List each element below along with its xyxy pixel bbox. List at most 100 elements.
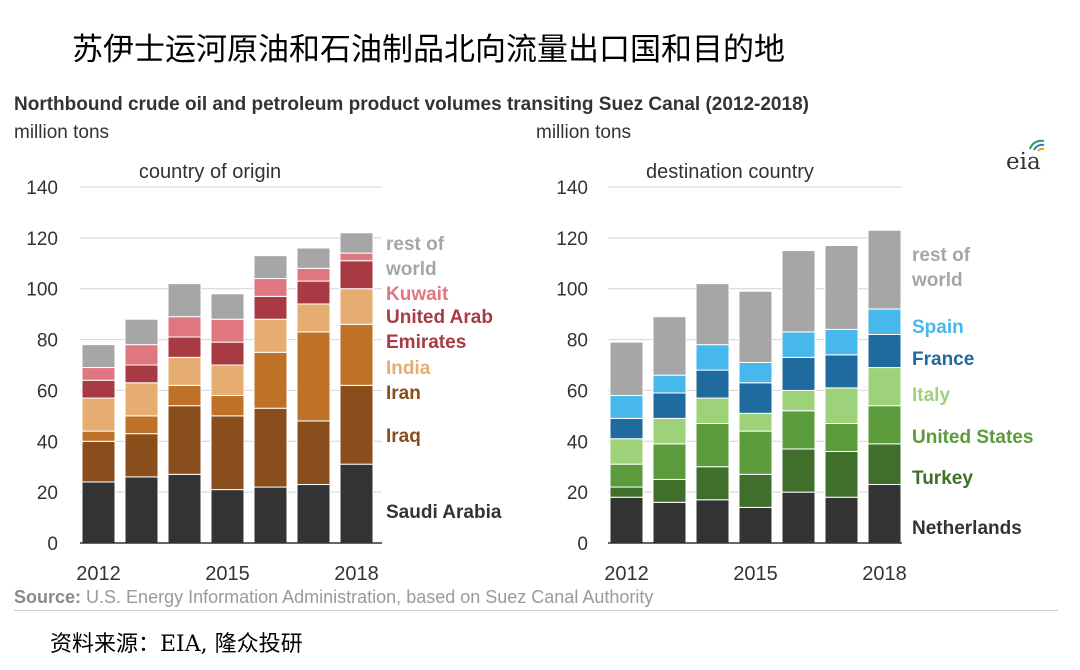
y-tick-label: 20 (37, 483, 58, 504)
x-tick-label: 2018 (334, 563, 379, 585)
source-text: U.S. Energy Information Administration, … (86, 587, 654, 607)
bar-segment (781, 250, 816, 333)
bar-segment (738, 361, 773, 384)
y-tick-label: 60 (37, 381, 58, 402)
bar-segment (824, 328, 859, 356)
bar-segment (824, 387, 859, 424)
bar-segment (210, 415, 245, 491)
bar-segment (167, 283, 202, 318)
bar-segment (167, 473, 202, 544)
bar-segment (210, 364, 245, 397)
bar-segment (738, 382, 773, 414)
bar-segment (652, 392, 687, 419)
bar-segment (867, 405, 902, 445)
bar-segment (296, 484, 331, 544)
legend-label: world (911, 270, 963, 291)
bar-segment (824, 354, 859, 389)
y-tick-label: 0 (47, 534, 58, 555)
bar-segment (339, 232, 374, 254)
bar-segment (210, 489, 245, 544)
bar-segment (210, 318, 245, 343)
bar-segment (167, 384, 202, 407)
legend-label: Italy (912, 385, 950, 406)
bar-segment (339, 252, 374, 262)
eia-logo-text: eia (1006, 149, 1041, 175)
bar-segment (296, 267, 331, 282)
bar-segment (210, 395, 245, 417)
bar-segment (253, 295, 288, 320)
bar-segment (210, 293, 245, 320)
y-tick-label: 140 (26, 178, 58, 199)
legend-label: Saudi Arabia (386, 502, 502, 523)
bar-segment (652, 316, 687, 376)
bar-segment (781, 331, 816, 358)
panel-subtitle: country of origin (139, 161, 281, 183)
bar-segment (824, 422, 859, 452)
bar-segment (738, 506, 773, 544)
bar-segment (167, 356, 202, 386)
bar-segment (167, 316, 202, 338)
y-tick-label: 20 (567, 483, 588, 504)
bar-segment (738, 430, 773, 475)
bar-segment (81, 397, 116, 432)
right-unit-label: million tons (536, 122, 632, 143)
legend-label: Iraq (386, 426, 421, 447)
bar-segment (339, 384, 374, 465)
bar-segment (124, 344, 159, 366)
chinese-title: 苏伊士运河原油和石油制品北向流量出口国和目的地 (72, 32, 785, 68)
x-tick-label: 2012 (76, 563, 121, 585)
x-tick-label: 2015 (205, 563, 250, 585)
bar-segment (124, 364, 159, 384)
bar-segment (339, 323, 374, 386)
eia-logo-arcs-icon (1029, 139, 1045, 152)
bar-segment (652, 374, 687, 394)
legend-label: rest of (912, 245, 971, 266)
bar-segment (81, 481, 116, 544)
y-tick-label: 80 (37, 331, 58, 352)
bar-segment (253, 486, 288, 544)
bar-segment (339, 260, 374, 290)
eia-logo: eia (1000, 135, 1050, 175)
bar-segment (81, 379, 116, 399)
bar-segment (695, 466, 730, 501)
bar-segment (81, 430, 116, 442)
bar-segment (867, 229, 902, 310)
bar-segment (695, 344, 730, 371)
legend-label: Iran (386, 383, 421, 404)
y-tick-label: 100 (26, 280, 58, 301)
bar-segment (781, 356, 816, 391)
bar-segment (253, 278, 288, 297)
y-tick-label: 120 (26, 229, 58, 250)
bar-segment (695, 369, 730, 399)
bar-segment (339, 463, 374, 544)
panel-subtitle: destination country (646, 161, 814, 183)
bar-segment (695, 283, 730, 346)
x-tick-label: 2018 (862, 563, 907, 585)
y-tick-label: 140 (556, 178, 588, 199)
bar-segment (609, 395, 644, 419)
legend-label: India (386, 358, 431, 379)
bar-segment (824, 496, 859, 544)
bar-segment (738, 290, 773, 363)
bar-segment (296, 420, 331, 486)
bar-segment (695, 397, 730, 424)
bar-segment (824, 244, 859, 330)
y-tick-label: 0 (577, 534, 588, 555)
y-tick-label: 60 (567, 381, 588, 402)
legend-label: Emirates (386, 332, 466, 353)
bar-segment (652, 501, 687, 544)
legend-label: Kuwait (386, 284, 449, 305)
bar-segment (781, 410, 816, 450)
bar-segment (167, 336, 202, 358)
bar-segment (867, 367, 902, 407)
bar-segment (867, 308, 902, 335)
bar-segment (609, 463, 644, 488)
bar-segment (781, 389, 816, 412)
y-tick-label: 100 (556, 280, 588, 301)
bar-segment (781, 491, 816, 544)
bar-segment (867, 333, 902, 369)
y-tick-label: 120 (556, 229, 588, 250)
bar-segment (609, 496, 644, 544)
y-tick-label: 80 (567, 331, 588, 352)
